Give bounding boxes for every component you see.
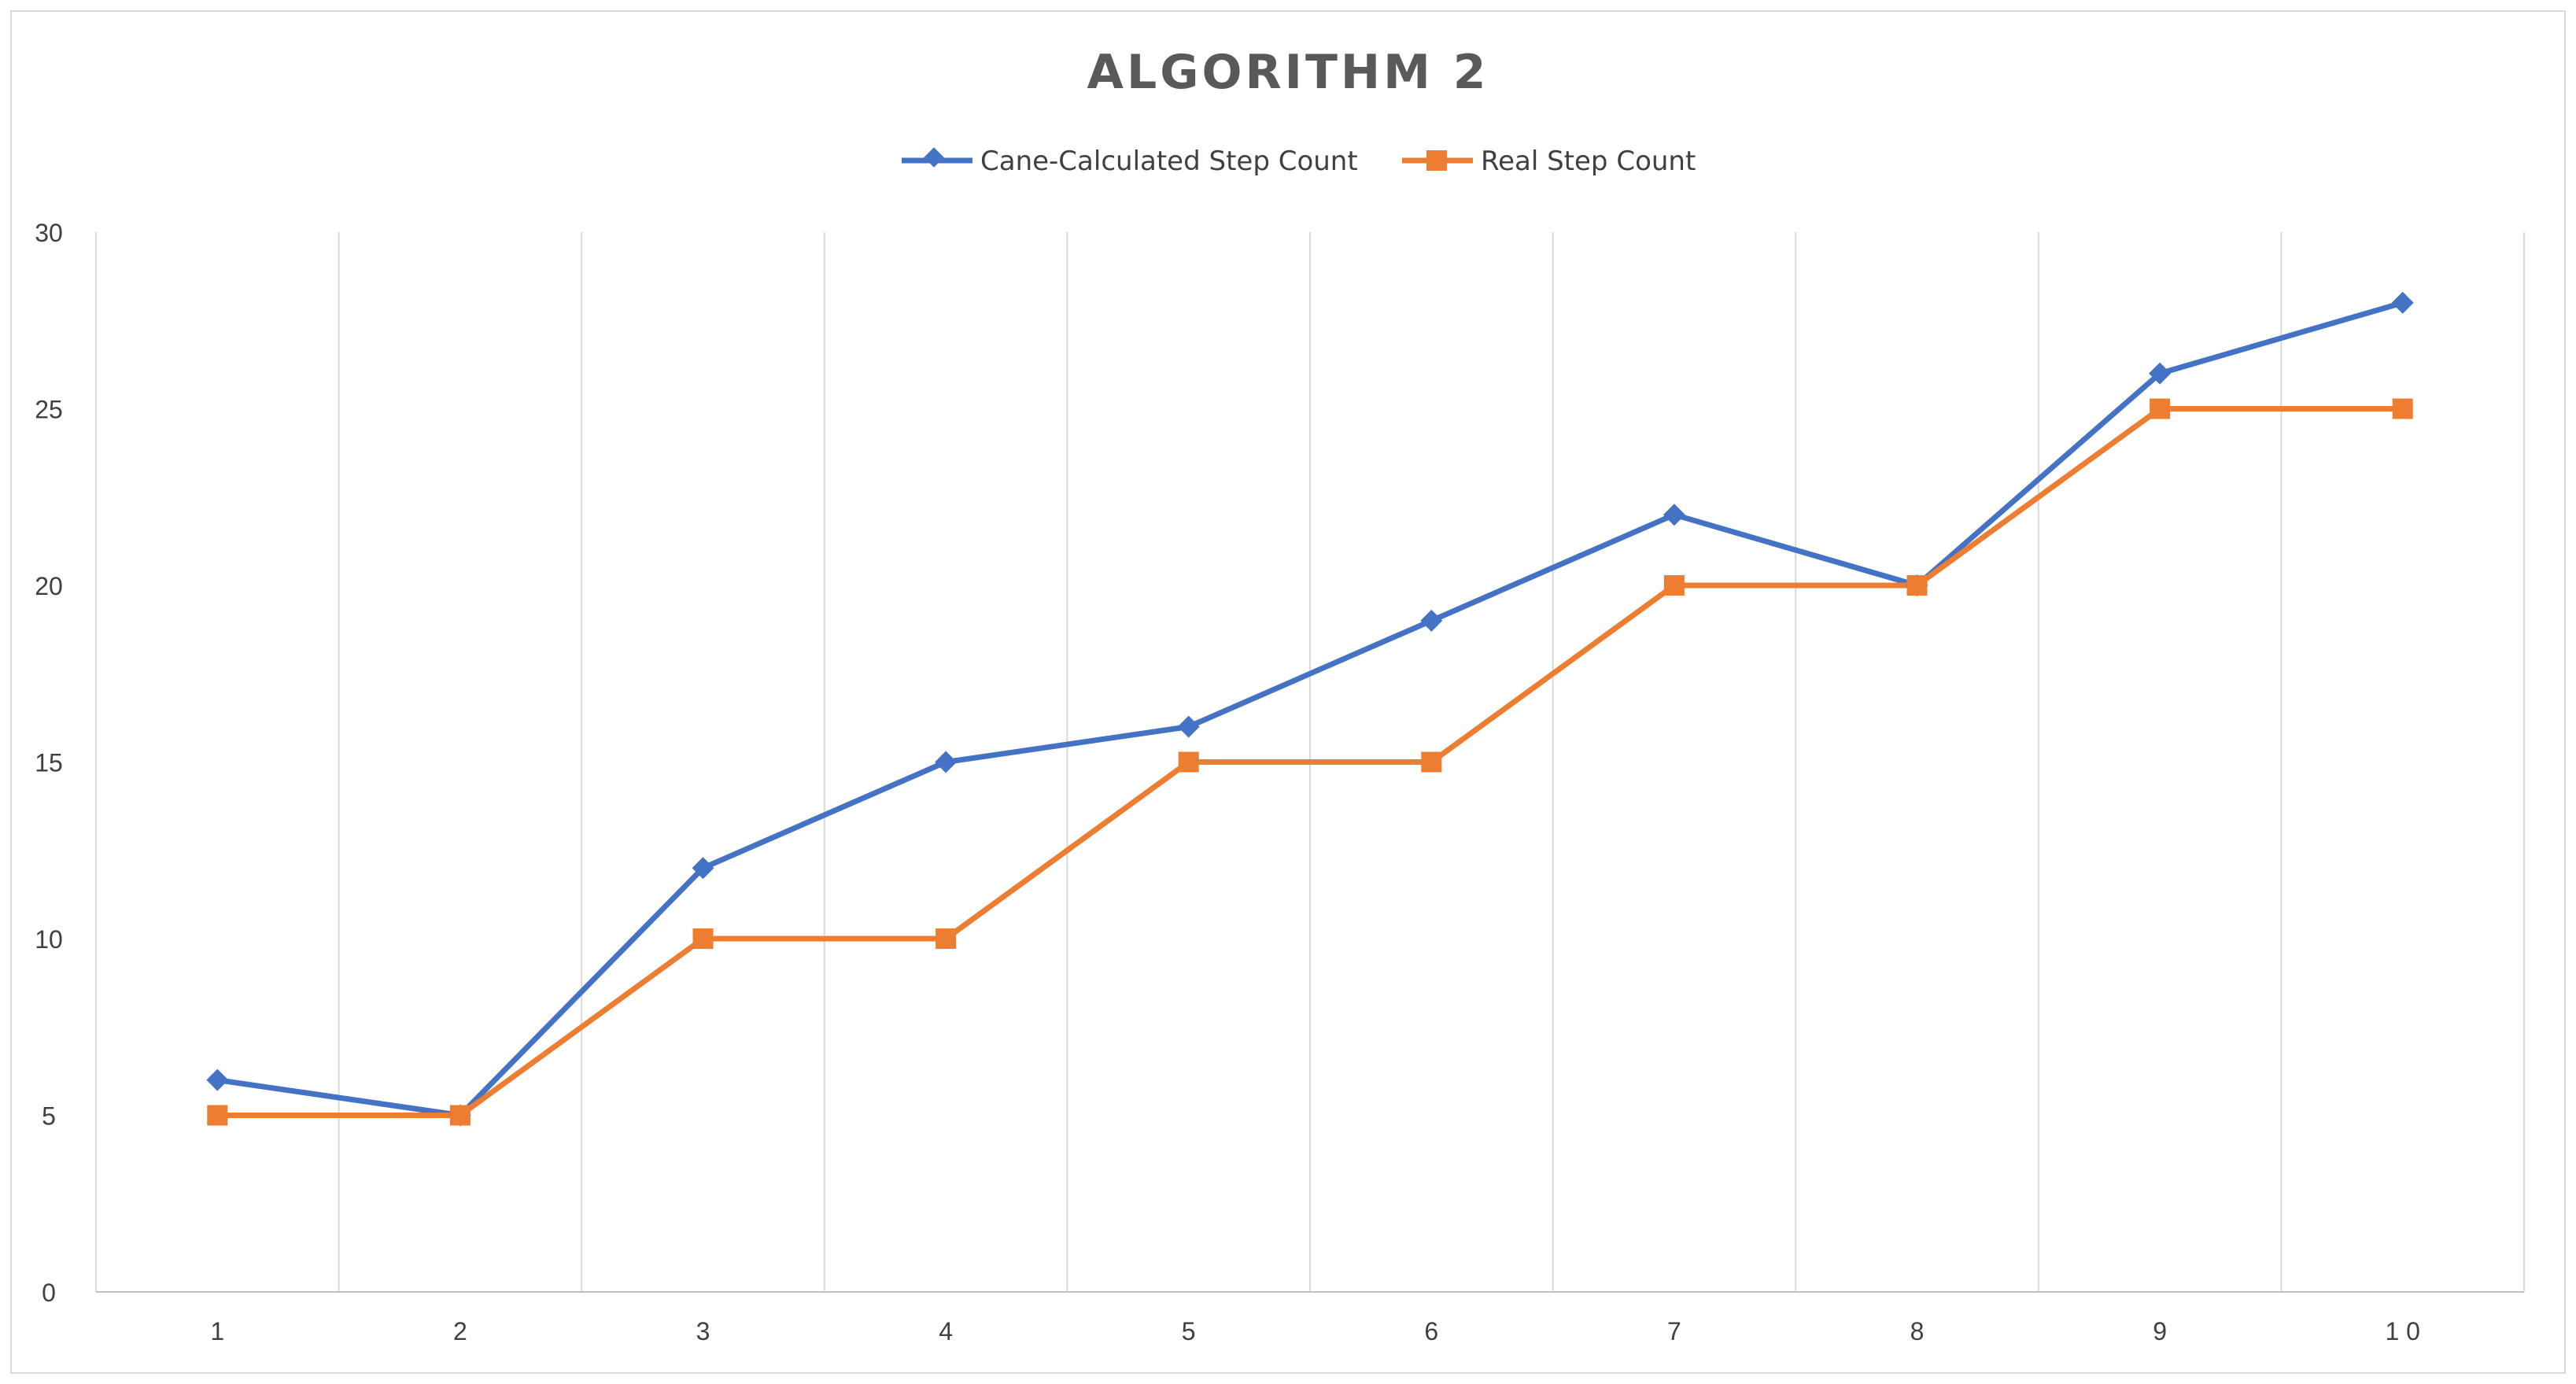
x-tick-label: 2: [453, 1317, 467, 1345]
data-point-real: [1663, 575, 1685, 596]
y-tick-label: 0: [42, 1279, 56, 1307]
data-point-cane: [1420, 609, 1443, 632]
data-point-real: [449, 1105, 471, 1126]
x-tick-label: 4: [939, 1317, 953, 1345]
data-point-real: [1421, 751, 1442, 773]
legend-swatch-real-marker: [1426, 150, 1447, 171]
x-tick-label: 6: [1424, 1317, 1438, 1345]
data-point-real: [1906, 575, 1928, 596]
x-tick-label: 9: [2153, 1317, 2167, 1345]
x-tick-label: 5: [1182, 1317, 1196, 1345]
chart-frame: [10, 10, 2566, 1374]
x-tick-label: 8: [1910, 1317, 1925, 1345]
legend-label-cane: Cane-Calculated Step Count: [980, 146, 1358, 177]
x-tick-label: 7: [1667, 1317, 1681, 1345]
x-tick-label: 3: [696, 1317, 710, 1345]
legend-item-cane: Cane-Calculated Step Count: [902, 146, 1358, 177]
legend-label-real: Real Step Count: [1481, 146, 1696, 177]
data-point-real: [2150, 398, 2171, 419]
data-point-cane: [206, 1068, 229, 1091]
data-point-cane: [1663, 504, 1685, 526]
x-tick-label: 1: [210, 1317, 224, 1345]
data-point-cane: [2149, 362, 2172, 385]
data-point-cane: [2391, 291, 2414, 314]
legend: Cane-Calculated Step Count Real Step Cou…: [902, 146, 1696, 177]
y-tick-label: 30: [35, 219, 63, 247]
y-tick-label: 15: [35, 749, 63, 777]
data-point-cane: [692, 857, 714, 880]
y-tick-label: 5: [42, 1102, 56, 1131]
y-tick-label: 25: [35, 396, 63, 424]
data-point-cane: [1177, 715, 1200, 738]
legend-item-real: Real Step Count: [1402, 146, 1696, 177]
data-point-real: [1178, 751, 1199, 773]
data-point-real: [936, 928, 957, 949]
series-layer: [206, 291, 2414, 1127]
data-point-real: [2392, 398, 2413, 419]
y-tick-label: 10: [35, 925, 63, 954]
data-point-real: [692, 928, 714, 949]
series-line-cane: [216, 300, 2404, 1118]
y-tick-label: 20: [35, 572, 63, 600]
data-point-cane: [935, 751, 958, 773]
data-point-real: [207, 1105, 228, 1126]
x-tick-label: 1 0: [2385, 1317, 2419, 1345]
series-line-real: [217, 406, 2403, 1118]
chart-title: ALGORITHM 2: [1087, 45, 1489, 100]
